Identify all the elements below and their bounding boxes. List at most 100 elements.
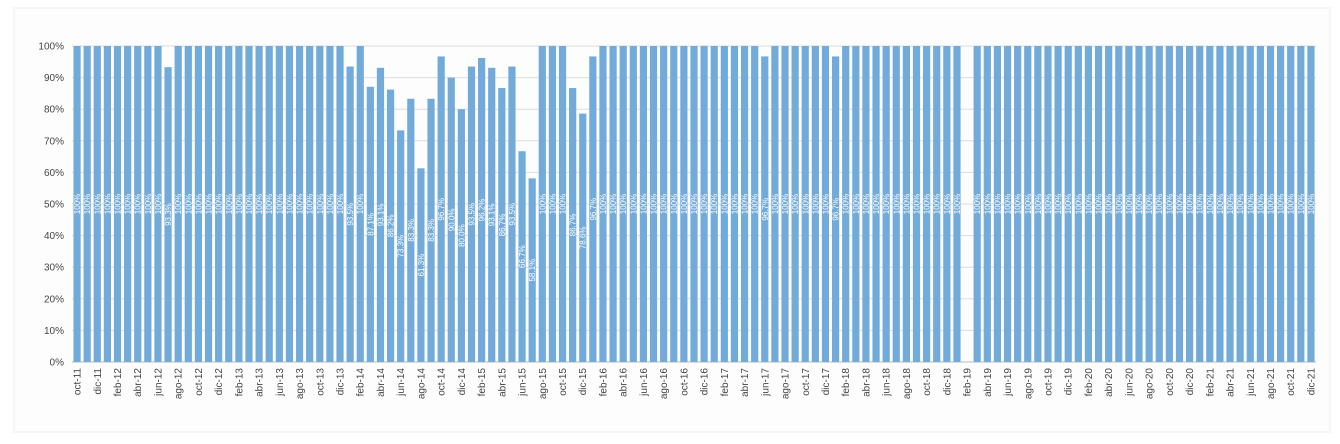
bar (93, 46, 101, 362)
data-label: 100% (670, 194, 679, 214)
bar (1115, 46, 1123, 362)
data-label: 66.7% (518, 245, 527, 268)
data-label: 93.5% (508, 203, 517, 226)
data-label: 100% (1084, 194, 1093, 214)
data-label: 61.3% (417, 254, 426, 277)
data-label: 100% (356, 194, 365, 214)
data-label: 100% (983, 194, 992, 214)
data-label: 93.3% (164, 203, 173, 226)
data-label: 100% (1145, 194, 1154, 214)
bar (1024, 46, 1032, 362)
bar (1175, 46, 1184, 362)
bar (821, 46, 830, 362)
bar (538, 46, 546, 362)
bar (973, 46, 981, 362)
data-label: 100% (336, 194, 345, 214)
bar (1185, 46, 1194, 362)
data-label: 100% (923, 194, 932, 214)
bar (225, 46, 233, 362)
bar (144, 46, 152, 362)
data-label: 100% (184, 194, 193, 214)
data-label: 73.3% (397, 235, 406, 258)
bar (690, 46, 698, 362)
bar (710, 46, 718, 362)
x-tick-label: oct-16 (679, 368, 690, 396)
data-label: 100% (842, 194, 851, 214)
data-label: 93.5% (346, 203, 355, 226)
data-label: 100% (882, 194, 891, 214)
bar (781, 46, 789, 362)
data-label: 100% (103, 194, 112, 214)
data-label: 100% (619, 194, 628, 214)
data-label: 100% (1206, 194, 1215, 214)
bar (1277, 46, 1285, 362)
bar (204, 46, 213, 362)
x-tick-label: oct-19 (1043, 368, 1054, 396)
data-label: 100% (933, 194, 942, 214)
data-label: 100% (235, 194, 244, 214)
bar (943, 46, 951, 362)
bar (265, 46, 273, 362)
bar (467, 66, 476, 362)
bar (417, 168, 425, 362)
bar (386, 89, 395, 362)
data-label: 100% (710, 194, 719, 214)
data-label: 100% (639, 194, 648, 214)
data-label: 100% (215, 194, 224, 214)
data-label: 100% (1236, 194, 1245, 214)
bar (255, 46, 263, 362)
x-tick-label: oct-15 (558, 368, 569, 396)
data-label: 100% (1095, 194, 1104, 214)
bar (619, 46, 627, 362)
bar (336, 46, 344, 362)
x-tick-label: dic-13 (336, 368, 347, 396)
bar (700, 46, 708, 362)
data-label: 100% (1054, 194, 1063, 214)
x-tick-label: ago-13 (295, 368, 306, 400)
bar (660, 46, 668, 362)
x-tick-label: dic-21 (1306, 368, 1317, 396)
bar (83, 46, 91, 362)
y-tick-label: 90% (44, 73, 64, 84)
data-label: 100% (1125, 194, 1134, 214)
bar (1054, 46, 1062, 362)
x-tick-label: jun-13 (275, 368, 286, 397)
data-label: 100% (1014, 194, 1023, 214)
data-label: 100% (1044, 194, 1053, 214)
data-label: 83.3% (427, 219, 436, 242)
bar (397, 130, 405, 362)
bar (649, 46, 658, 362)
y-tick-label: 20% (44, 294, 64, 305)
bar (801, 46, 809, 362)
data-label: 86.2% (387, 214, 396, 237)
bar (872, 46, 880, 362)
data-label: 100% (1004, 194, 1013, 214)
x-tick-label: abr-15 (497, 368, 508, 397)
x-tick-label: feb-13 (234, 368, 245, 397)
bar (215, 46, 223, 362)
data-label: 100% (306, 194, 315, 214)
data-label: 100% (720, 194, 729, 214)
data-label: 100% (741, 194, 750, 214)
data-label: 100% (548, 194, 557, 214)
bar (376, 67, 385, 362)
data-label: 100% (801, 194, 810, 214)
x-tick-label: ago-14 (416, 368, 427, 400)
bar (366, 86, 374, 362)
bar (720, 46, 728, 362)
x-tick-label: ago-21 (1266, 368, 1277, 400)
x-tick-label: ago-19 (1023, 368, 1034, 400)
x-tick-label: oct-21 (1286, 368, 1297, 396)
data-label: 100% (326, 194, 335, 214)
bar (831, 56, 840, 362)
x-tick-label: abr-21 (1226, 368, 1237, 397)
data-label: 100% (93, 194, 102, 214)
data-label: 100% (1186, 194, 1195, 214)
x-tick-label: ago-12 (174, 368, 185, 400)
data-label: 100% (275, 194, 284, 214)
bar (124, 46, 132, 362)
bar (508, 66, 516, 362)
x-tick-label: feb-15 (477, 368, 488, 397)
x-tick-label: dic-17 (821, 368, 832, 396)
data-label: 86.7% (569, 214, 578, 237)
